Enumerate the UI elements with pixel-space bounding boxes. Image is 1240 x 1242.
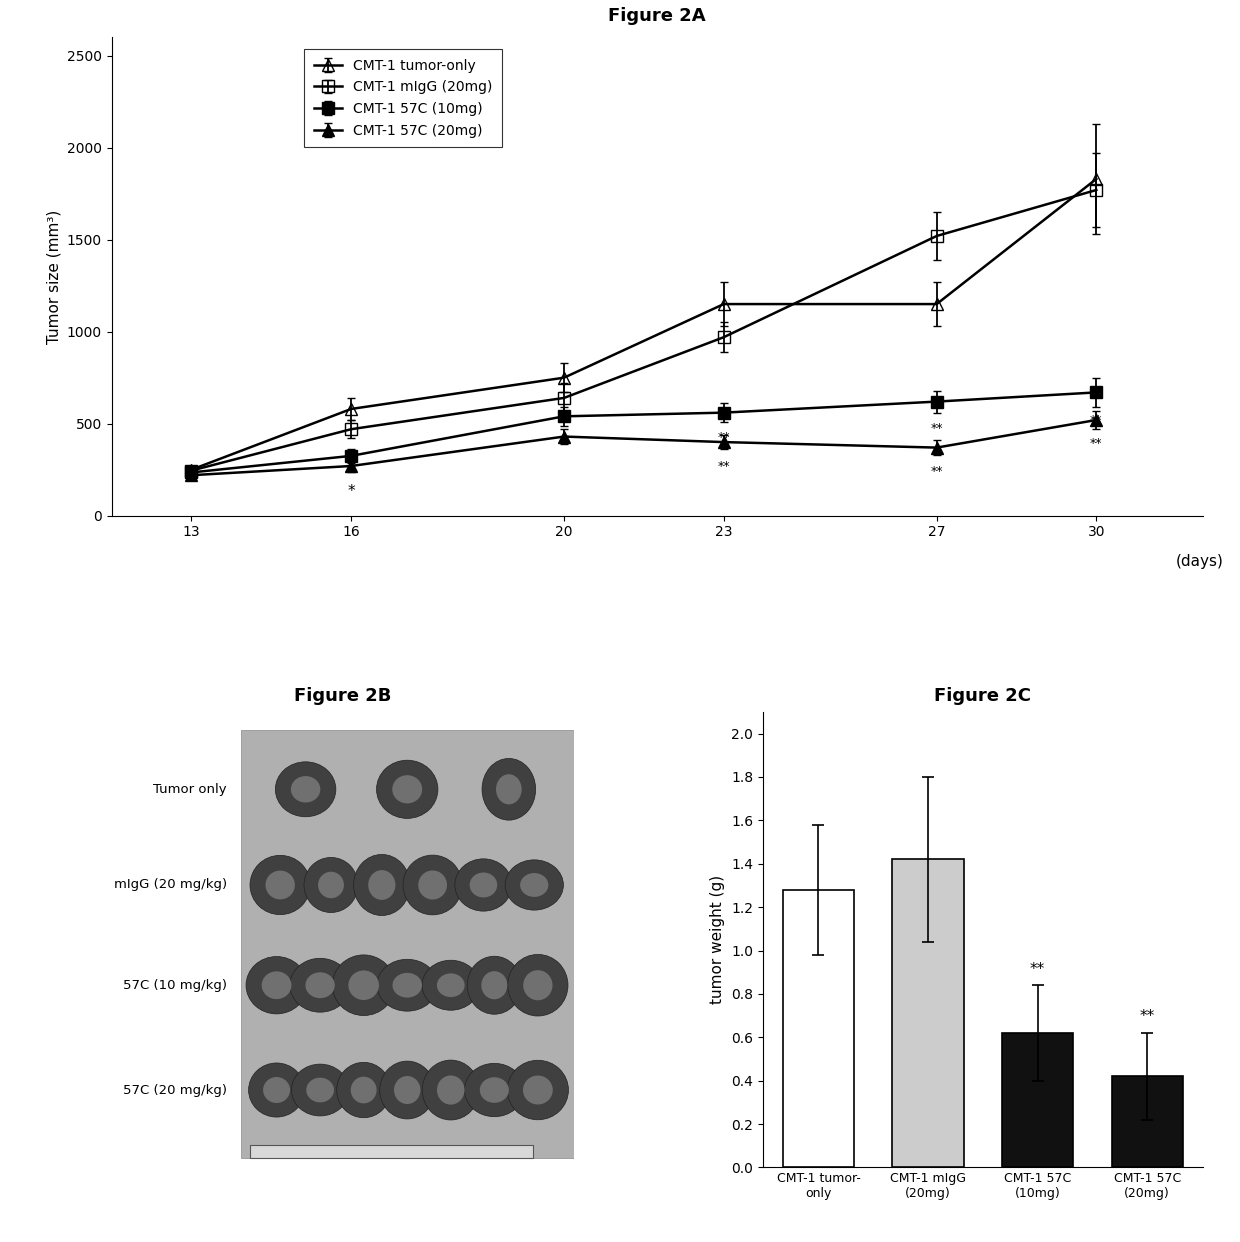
Text: Tumor only: Tumor only [154,782,227,796]
Ellipse shape [319,872,343,898]
Text: *: * [347,484,355,499]
Ellipse shape [379,1061,435,1119]
Legend: CMT-1 tumor-only, CMT-1 mIgG (20mg), CMT-1 57C (10mg), CMT-1 57C (20mg): CMT-1 tumor-only, CMT-1 mIgG (20mg), CMT… [304,48,502,148]
Text: 57C (10 mg/kg): 57C (10 mg/kg) [123,979,227,991]
Ellipse shape [248,1063,305,1117]
Text: **: ** [1090,436,1102,450]
Ellipse shape [422,960,480,1010]
Ellipse shape [465,1063,525,1117]
Ellipse shape [523,970,553,1000]
Text: **: ** [1090,415,1102,427]
Bar [1111,1077,1183,1167]
Ellipse shape [393,972,422,997]
Ellipse shape [290,959,350,1012]
Text: **: ** [930,422,942,435]
Ellipse shape [306,1078,334,1103]
Ellipse shape [423,1061,480,1120]
FancyBboxPatch shape [250,1145,533,1159]
Text: **: ** [1140,1010,1154,1025]
Ellipse shape [377,760,438,818]
Ellipse shape [351,1077,377,1103]
Ellipse shape [436,974,465,997]
Text: **: ** [718,431,730,445]
Text: mIgG (20 mg/kg): mIgG (20 mg/kg) [114,878,227,892]
Ellipse shape [481,971,507,1000]
Bar [893,859,963,1167]
Ellipse shape [480,1077,508,1103]
Ellipse shape [348,970,379,1000]
Ellipse shape [332,955,394,1016]
Text: (days): (days) [1177,554,1224,569]
Ellipse shape [377,959,438,1011]
Ellipse shape [291,1064,348,1115]
Ellipse shape [337,1062,391,1118]
Bar [1002,1033,1074,1167]
Title: Figure 2B: Figure 2B [294,687,392,704]
Ellipse shape [392,775,422,804]
Ellipse shape [262,971,291,999]
Text: **: ** [718,460,730,472]
Ellipse shape [394,1076,420,1104]
Ellipse shape [265,871,295,899]
Title: Figure 2A: Figure 2A [609,6,706,25]
Bar [782,889,854,1167]
Ellipse shape [275,761,336,817]
Ellipse shape [418,871,446,899]
Ellipse shape [455,858,512,912]
Text: **: ** [1030,961,1045,976]
Ellipse shape [368,871,396,900]
Ellipse shape [250,856,310,914]
Y-axis label: Tumor size (mm³): Tumor size (mm³) [46,210,61,344]
Ellipse shape [246,956,308,1013]
Y-axis label: tumor weight (g): tumor weight (g) [711,876,725,1005]
Ellipse shape [507,1061,568,1120]
Ellipse shape [470,872,497,898]
Ellipse shape [436,1076,465,1104]
Ellipse shape [507,954,568,1016]
Ellipse shape [505,859,563,910]
Ellipse shape [523,1076,553,1104]
Text: 57C (20 mg/kg): 57C (20 mg/kg) [123,1083,227,1097]
Ellipse shape [304,857,358,913]
Ellipse shape [403,854,463,915]
Ellipse shape [291,776,320,802]
Title: Figure 2C: Figure 2C [935,687,1032,704]
Ellipse shape [467,956,522,1015]
Ellipse shape [520,873,548,897]
Ellipse shape [305,972,335,999]
Ellipse shape [496,774,522,805]
FancyBboxPatch shape [241,730,574,1159]
Ellipse shape [353,854,410,915]
Text: **: ** [930,465,942,478]
Ellipse shape [263,1077,290,1103]
Ellipse shape [482,759,536,820]
